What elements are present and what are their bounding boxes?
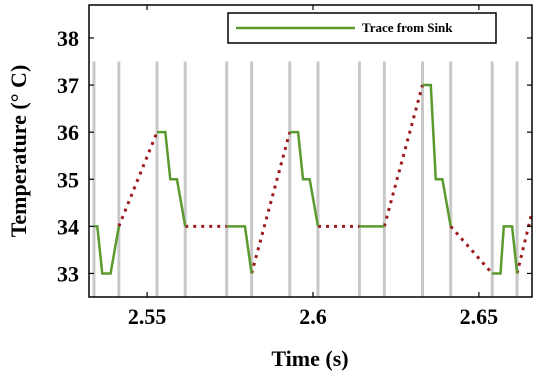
legend-box bbox=[227, 12, 497, 44]
interpolated-trace-segment bbox=[382, 84, 424, 227]
plot-frame bbox=[88, 4, 533, 298]
interpolated-trace-segment bbox=[515, 211, 532, 274]
x-tick-label: 2.65 bbox=[460, 304, 499, 329]
y-tick-label: 38 bbox=[57, 26, 79, 51]
y-axis-label: Temperature (° C) bbox=[6, 65, 31, 238]
x-tick-label: 2.55 bbox=[128, 304, 167, 329]
y-tick-label: 34 bbox=[57, 214, 79, 239]
trace-from-sink-segment bbox=[226, 225, 253, 274]
interpolated-trace-segment bbox=[250, 131, 292, 274]
y-tick-label: 37 bbox=[57, 73, 79, 98]
interpolated-trace-segment bbox=[117, 131, 159, 227]
axis-ticks bbox=[89, 5, 532, 297]
trace-from-sink-segment bbox=[422, 83, 452, 227]
y-tick-label: 33 bbox=[57, 261, 79, 286]
y-tick-label: 35 bbox=[57, 167, 79, 192]
x-tick-label: 2.6 bbox=[299, 304, 327, 329]
y-tick-label: 36 bbox=[57, 120, 79, 145]
legend-label-trace-from-sink: Trace from Sink bbox=[362, 20, 453, 35]
interpolated-trace-segment bbox=[449, 225, 494, 275]
legend: Trace from Sink bbox=[227, 12, 497, 44]
x-axis-label: Time (s) bbox=[271, 346, 348, 371]
event-lines bbox=[92, 61, 519, 297]
axis-tick-labels: 2.55 2.6 2.65 33 34 35 36 37 38 bbox=[57, 26, 498, 329]
series-layer bbox=[93, 83, 532, 275]
trace-from-sink-segment bbox=[492, 225, 519, 275]
trace-from-sink-segment bbox=[289, 130, 320, 227]
trace-from-sink-segment bbox=[93, 225, 121, 275]
trace-from-sink-segment bbox=[157, 130, 187, 227]
